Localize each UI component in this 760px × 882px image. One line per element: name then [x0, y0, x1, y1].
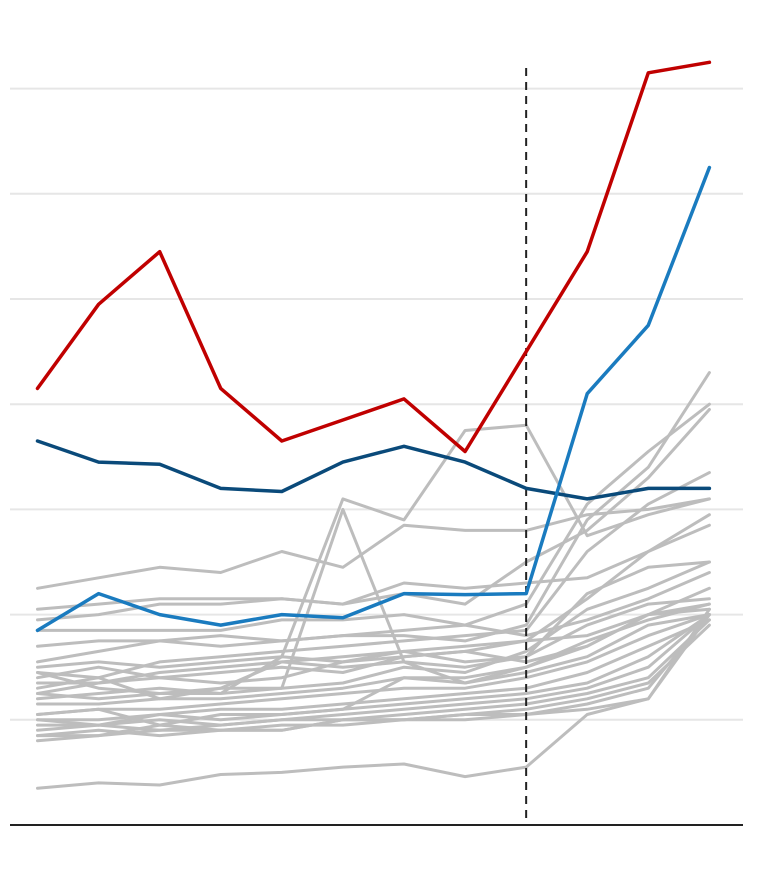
background-series-line-15 — [36, 613, 711, 727]
background-series-line-22 — [36, 597, 711, 685]
background-series-line-25 — [36, 607, 711, 743]
highlighted-series-line-2 — [35, 439, 712, 501]
highlighted-series-line-1 — [35, 60, 712, 454]
background-series-line-4 — [36, 402, 711, 632]
background-series-line-23 — [36, 560, 711, 701]
background-series-line-5 — [36, 371, 711, 664]
background-series-line-26 — [36, 613, 711, 790]
background-series-line-19 — [36, 602, 711, 669]
highlighted-series-group — [35, 60, 712, 633]
highlighted-series-line-3 — [35, 165, 712, 633]
background-series-line-14 — [36, 613, 711, 727]
background-series-line-7 — [36, 513, 711, 695]
background-series-line-1 — [36, 497, 711, 590]
background-series-line-24 — [36, 602, 711, 727]
background-series-line-16 — [36, 618, 711, 732]
background-series-line-21 — [36, 571, 711, 648]
background-series-line-3 — [36, 408, 711, 622]
background-series-line-8 — [36, 423, 711, 695]
background-series-line-17 — [36, 623, 711, 738]
background-series-group — [36, 371, 711, 790]
background-series-line-6 — [36, 471, 711, 690]
background-series-line-2 — [36, 523, 711, 611]
background-series-line-20 — [36, 586, 711, 685]
background-series-line-12 — [36, 613, 711, 716]
